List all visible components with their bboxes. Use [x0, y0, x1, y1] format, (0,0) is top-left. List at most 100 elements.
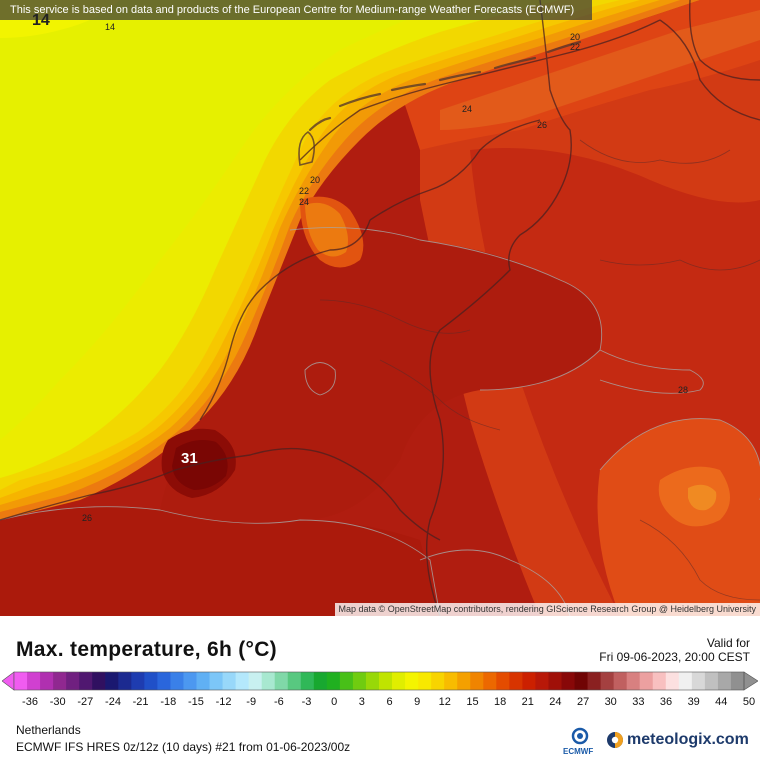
scale-tick-label: 33: [632, 696, 645, 708]
scale-cell: [522, 672, 536, 690]
scale-cell: [392, 672, 406, 690]
scale-cell: [14, 672, 28, 690]
scale-cell: [118, 672, 132, 690]
max-temperature-label: 31: [181, 450, 198, 467]
scale-cell: [92, 672, 106, 690]
contour-label-24: 24: [299, 197, 310, 207]
scale-cell: [365, 672, 380, 690]
scale-tick-label: -30: [49, 696, 66, 708]
scale-tick-label: 6: [386, 696, 393, 708]
scale-cell: [431, 672, 445, 690]
scale-cell: [639, 672, 654, 690]
valid-time: Fri 09-06-2023, 20:00 CEST: [599, 650, 750, 664]
color-scale-bar: [2, 671, 758, 691]
scale-cell: [600, 672, 615, 690]
data-notice: This service is based on data and produc…: [0, 0, 592, 20]
contour-label-20: 20: [570, 32, 581, 42]
scale-tick-label: 18: [493, 696, 507, 708]
scale-tick-label: -3: [301, 696, 312, 708]
scale-cell: [261, 672, 276, 690]
scale-cell: [470, 672, 484, 690]
scale-tick-label: -9: [246, 696, 257, 708]
meteologix-brand: meteologix.com: [627, 731, 749, 748]
scale-cell: [678, 672, 693, 690]
scale-cell: [548, 672, 562, 690]
scale-cell: [496, 672, 510, 690]
scale-tick-label: -12: [215, 696, 232, 708]
scale-tick-label: 3: [358, 696, 365, 708]
scale-cell: [613, 672, 628, 690]
scale-tick-label: 30: [604, 696, 617, 708]
scale-cell: [274, 672, 289, 690]
scale-cell: [105, 672, 119, 690]
scale-cell: [40, 672, 54, 690]
scale-cell: [313, 672, 328, 690]
scale-cell: [626, 672, 641, 690]
scale-cell: [379, 672, 393, 690]
contour-label-22: 22: [570, 42, 581, 52]
scale-cell: [53, 672, 67, 690]
contour-label-28: 28: [678, 385, 689, 395]
scale-cell: [444, 672, 458, 690]
scale-cell: [665, 672, 680, 690]
scale-tick-label: 39: [687, 696, 700, 708]
scale-cell: [66, 672, 80, 690]
scale-cell: [300, 672, 315, 690]
meteologix-logo[interactable]: meteologix.com: [606, 729, 749, 751]
scale-cell: [730, 672, 745, 690]
scale-cell: [79, 672, 93, 690]
scale-cell: [326, 672, 341, 690]
scale-cell: [352, 672, 367, 690]
contour-label-26: 26: [82, 513, 93, 523]
scale-cell: [717, 672, 732, 690]
scale-cell: [405, 672, 419, 690]
scale-tick-label: 44: [715, 696, 728, 708]
scale-cell: [704, 672, 719, 690]
scale-tick-label: -36: [22, 696, 38, 708]
temperature-field: [0, 0, 760, 616]
scale-tick-label: -24: [105, 696, 121, 708]
scale-tick-label: -6: [274, 696, 284, 708]
scale-tick-label: -18: [160, 696, 177, 708]
scale-cell: [209, 672, 223, 690]
scale-cell: [587, 672, 602, 690]
scale-cell: [170, 672, 184, 690]
scale-tick-label: 50: [742, 696, 756, 708]
scale-tick-label: 15: [466, 696, 479, 708]
scale-cell: [144, 672, 158, 690]
scale-cell: [691, 672, 706, 690]
scale-cell: [535, 672, 549, 690]
contour-label-14: 14: [105, 22, 116, 32]
scale-cell: [483, 672, 497, 690]
valid-for-label: Valid for: [706, 636, 750, 650]
scale-cell: [561, 672, 575, 690]
scale-cell: [287, 672, 302, 690]
contour-label-26: 26: [537, 120, 548, 130]
scale-cell: [418, 672, 432, 690]
scale-cell: [27, 672, 41, 690]
scale-cell: [652, 672, 667, 690]
scale-tick-label: -15: [187, 696, 204, 708]
map-attribution[interactable]: Map data © OpenStreetMap contributors, r…: [334, 603, 760, 616]
scale-tick-label: 36: [659, 696, 673, 708]
scale-tick-label: 27: [576, 696, 590, 708]
scale-tick-label: -21: [132, 696, 149, 708]
scale-tick-label: 9: [414, 696, 421, 708]
scale-tick-label: 21: [521, 696, 534, 708]
scale-cell: [183, 672, 197, 690]
ecmwf-logo-text: ECMWF: [563, 747, 594, 756]
region-name: Netherlands: [16, 723, 81, 737]
contour-label-20: 20: [310, 175, 321, 185]
contour-label-22: 22: [299, 186, 310, 196]
scale-cell: [235, 672, 250, 690]
scale-cell: [222, 672, 237, 690]
weather-map[interactable]: This service is based on data and produc…: [0, 0, 760, 616]
map-title: Max. temperature, 6h (°C): [16, 638, 277, 661]
ecmwf-logo-icon[interactable]: [560, 726, 600, 756]
scale-arrow-right: [743, 671, 758, 691]
scale-outline: [13, 671, 745, 691]
scale-cell: [339, 672, 354, 690]
scale-arrow-left: [2, 671, 15, 691]
scale-tick-label: 0: [331, 696, 338, 708]
scale-cell: [157, 672, 171, 690]
